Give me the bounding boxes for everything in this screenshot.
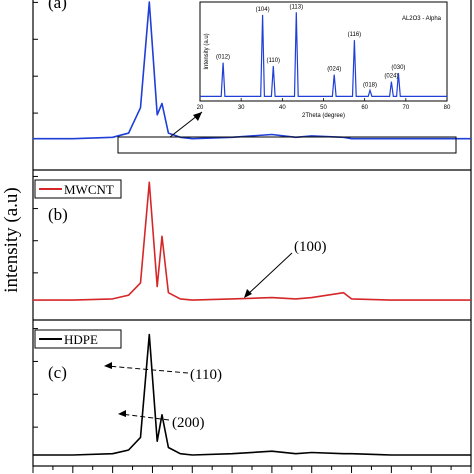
inset-x-tick-label: 20 — [197, 105, 204, 111]
x-axis-ticks — [32, 466, 472, 473]
legend-b-box — [34, 179, 122, 199]
panel-label-c: (c) — [48, 363, 67, 382]
annotation-100-arrow — [245, 252, 293, 297]
inset-x-tick-label: 30 — [238, 105, 245, 111]
zoom-indicator — [117, 111, 457, 154]
inset-frame — [199, 1, 448, 102]
inset-x-label: 2Theta (degree) — [302, 113, 345, 119]
inset-peak-label: (012) — [216, 55, 230, 61]
inset-peak-label: (113) — [290, 4, 304, 10]
inset-x-tick-label: 70 — [402, 105, 409, 111]
inset-title: AL2O3 - Alpha — [402, 16, 442, 22]
inset-x-tick-label: 40 — [279, 105, 286, 111]
zoom-box — [117, 136, 457, 154]
inset-peak-label: (024) — [327, 67, 341, 73]
y-axis-label: intensity (a.u) — [1, 187, 22, 293]
inset-plot: (012) (104) (110) (113) (024) (116) (018) (024)… — [197, 1, 451, 119]
inset-x-tick-label: 50 — [320, 105, 327, 111]
panel-b — [33, 175, 471, 301]
legend-c-label: HDPE — [64, 332, 98, 347]
panel-c — [33, 328, 471, 456]
inset-peak-label: (104) — [256, 7, 270, 13]
annotation-100-arrow-head — [244, 289, 252, 298]
inset-x-tick-label: 60 — [361, 105, 368, 111]
panel-label-a: (a) — [48, 0, 67, 12]
series-line-2 — [33, 181, 471, 301]
series-line-3 — [33, 333, 471, 456]
annotation-200-arrow-head — [118, 410, 126, 417]
annotation-200-label: (200) — [172, 415, 205, 431]
inset-peak-label: (024) — [384, 74, 398, 80]
series-line-1 — [33, 1, 471, 140]
panel-label-b: (b) — [48, 205, 68, 224]
annotation-110-label: (110) — [190, 367, 222, 383]
inset-y-label: Intensity (a.u) — [204, 33, 210, 69]
zoom-arrow-head — [193, 112, 202, 121]
annotation-110: (110) — [104, 362, 222, 383]
legend-c: HDPE — [34, 329, 122, 349]
inset-peak-label: (110) — [266, 58, 280, 64]
inset-peak-label: (030) — [391, 65, 405, 71]
legend-b-label: MWCNT — [64, 182, 114, 197]
legend-b: MWCNT — [34, 179, 122, 199]
inset-x-tick-label: 80 — [444, 105, 451, 111]
legend-c-box — [34, 329, 122, 349]
annotation-110-arrow — [106, 365, 189, 374]
annotation-110-arrow-head — [104, 362, 112, 369]
annotation-200: (200) — [118, 410, 205, 431]
annotation-100: (100) — [244, 239, 327, 298]
inset-series-line — [200, 12, 447, 97]
inset-peak-label: (018) — [363, 82, 377, 88]
inset-peak-label: (116) — [348, 32, 362, 38]
panel-a — [33, 1, 471, 140]
annotation-200-arrow — [120, 413, 170, 421]
annotation-100-label: (100) — [294, 239, 327, 255]
